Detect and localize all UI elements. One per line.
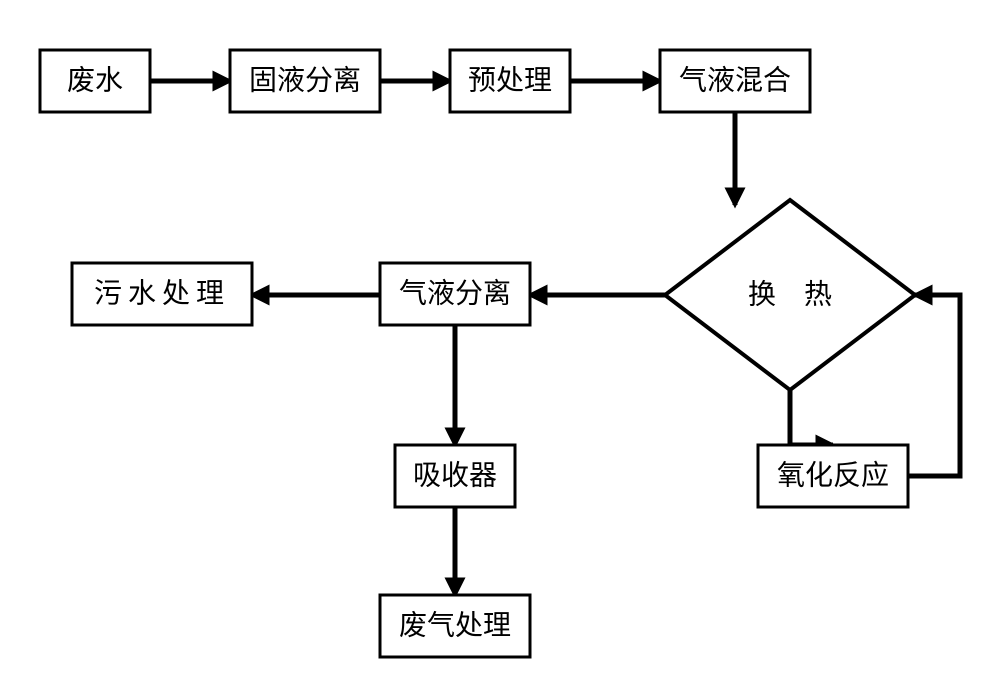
node-sewage-label: 污水处理 — [94, 277, 230, 309]
node-heat-label: 换 热 — [748, 278, 832, 310]
node-heat: 换 热 — [665, 200, 915, 390]
node-gl_mix: 气液混合 — [660, 50, 810, 112]
node-absorber: 吸收器 — [395, 445, 515, 507]
node-pretreat-label: 预处理 — [468, 64, 552, 96]
edge-e5 — [790, 390, 833, 445]
node-gl_mix-label: 气液混合 — [679, 64, 791, 96]
edge-e6 — [908, 295, 960, 476]
node-oxidation-label: 氧化反应 — [777, 459, 889, 491]
node-pretreat: 预处理 — [450, 50, 570, 112]
node-sl_sep: 固液分离 — [230, 50, 380, 112]
node-sl_sep-label: 固液分离 — [249, 64, 361, 96]
node-wastewater-label: 废水 — [67, 64, 123, 96]
node-gl_sep-label: 气液分离 — [399, 277, 511, 309]
node-absorber-label: 吸收器 — [413, 459, 497, 491]
node-gl_sep: 气液分离 — [380, 263, 530, 325]
node-oxidation: 氧化反应 — [758, 445, 908, 507]
node-wastewater: 废水 — [40, 50, 150, 112]
node-sewage: 污水处理 — [72, 263, 252, 325]
node-exhaust: 废气处理 — [380, 595, 530, 657]
node-exhaust-label: 废气处理 — [399, 609, 511, 641]
